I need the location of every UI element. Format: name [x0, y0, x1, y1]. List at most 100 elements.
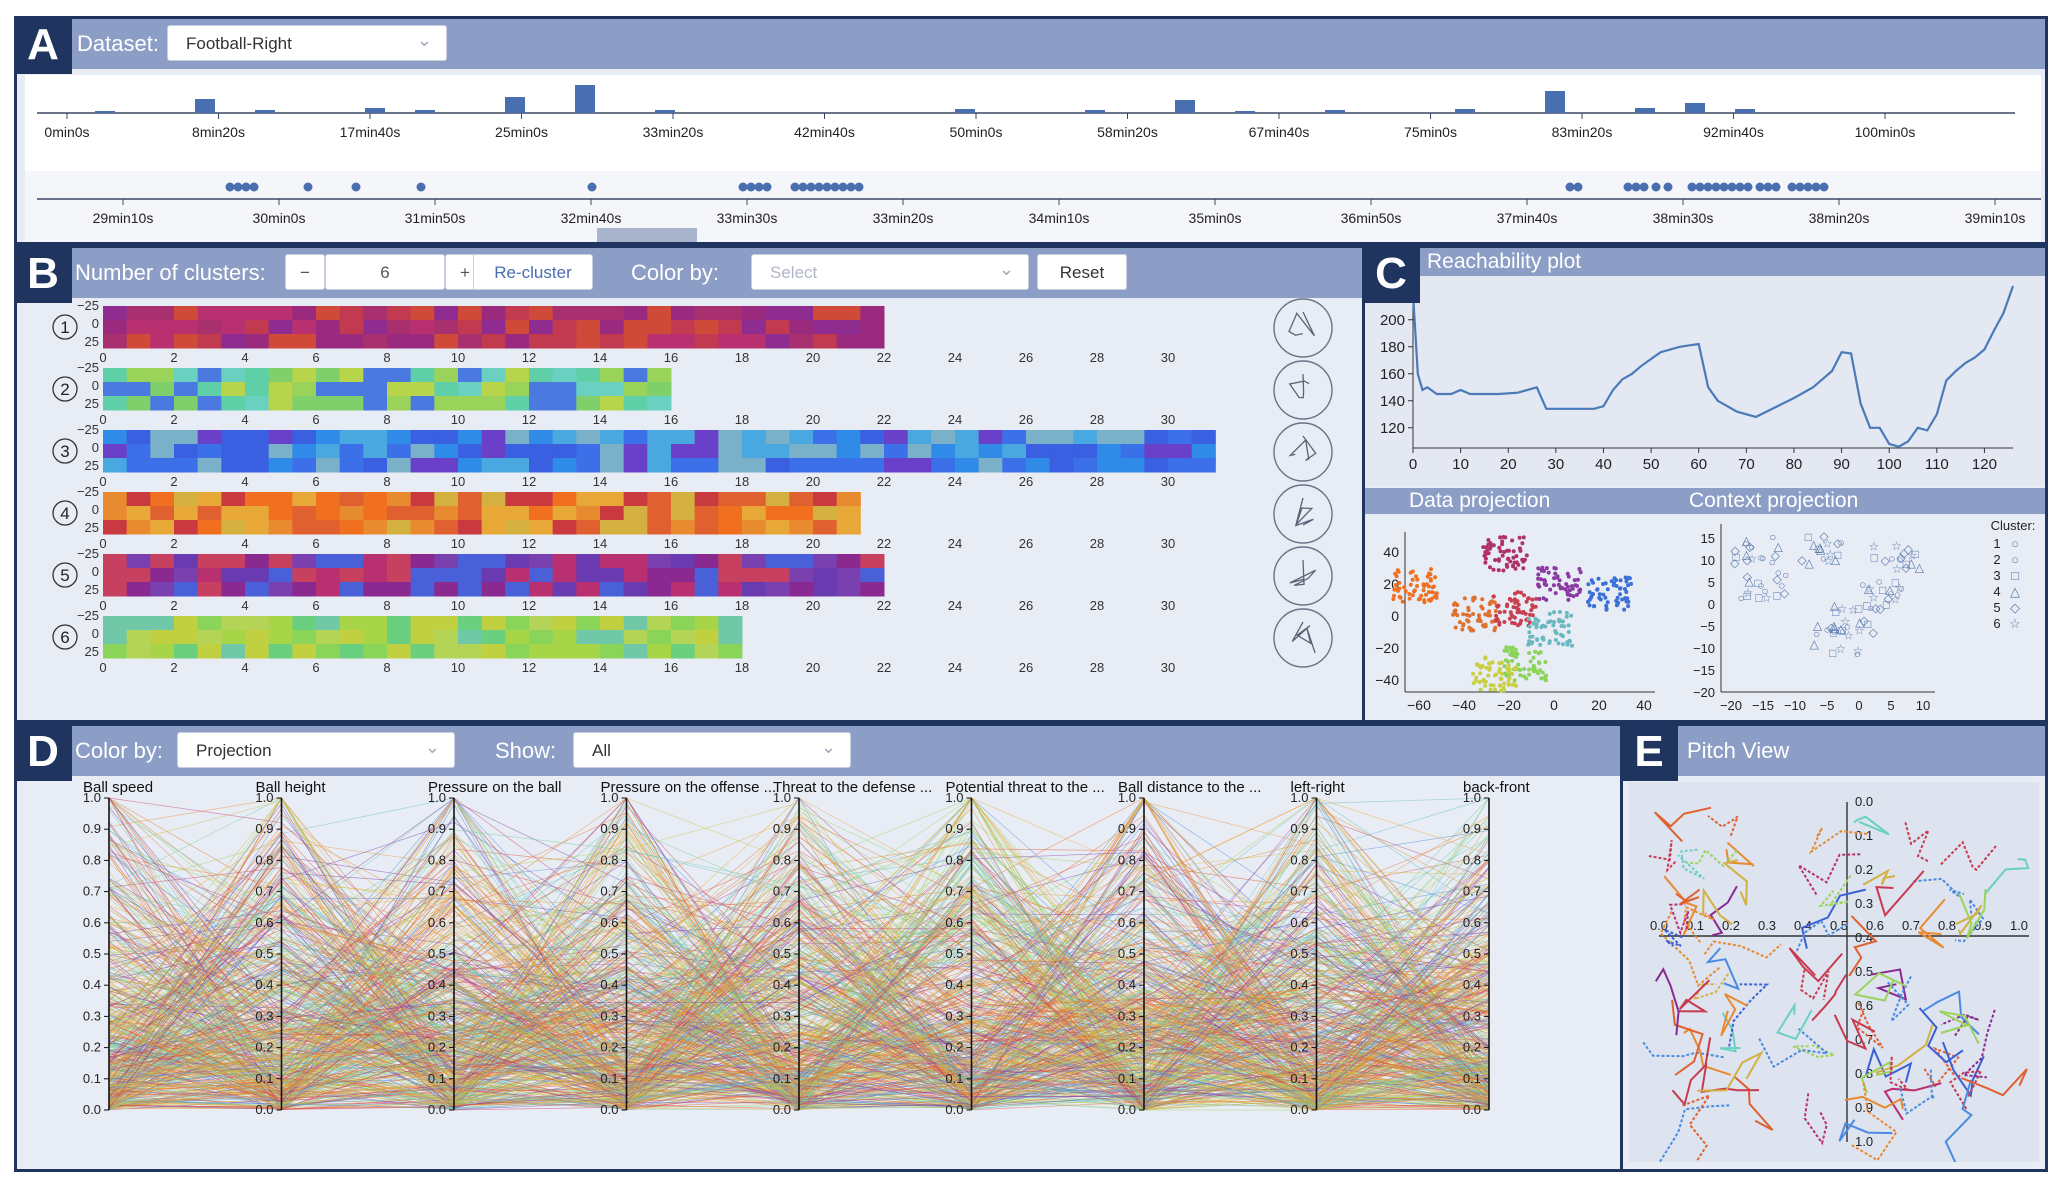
- pc-colorby-select[interactable]: Projection ⌄: [177, 732, 455, 768]
- overview-bar: [1545, 91, 1565, 113]
- heatmap-cell: [718, 568, 743, 583]
- heatmap-cell: [529, 458, 554, 473]
- dataproj-point: [1453, 625, 1458, 630]
- ctxproj-point: ○: [1737, 591, 1744, 605]
- cluster-colorby-select[interactable]: Select ⌄: [751, 254, 1029, 290]
- dataproj-point: [1536, 566, 1541, 571]
- dataproj-point: [1612, 581, 1616, 585]
- heatmap-cell: [316, 554, 341, 569]
- pitch-x-tick: 0.7: [1902, 918, 1920, 933]
- pc-tick-label: 0.2: [1118, 1040, 1136, 1055]
- heatmap-cell: [647, 458, 672, 473]
- timeline-scroll-handle[interactable]: [597, 228, 697, 242]
- cluster-x-tick: 6: [312, 474, 319, 489]
- ctxproj-point: ◇: [1884, 591, 1894, 605]
- pc-tick-label: 0.6: [1463, 915, 1481, 930]
- heatmap-cell: [245, 444, 270, 459]
- cluster-glyph-path: [1288, 311, 1315, 337]
- dataproj-point: [1503, 658, 1508, 663]
- detail-tick-label: 29min10s: [93, 210, 154, 226]
- pitch-trajectory: [1949, 1069, 1983, 1110]
- dataset-label: Dataset:: [77, 31, 159, 56]
- heatmap-cell: [955, 458, 980, 473]
- legend-symbol: △: [2010, 584, 2020, 599]
- pitch-view-chart[interactable]: 0.0 0.1 0.2 0.3 0.4 0.5 0.6 0.7 0.8 0.9 1.00.00.10…: [1629, 782, 2039, 1162]
- pitch-y-tick: 0.0: [1855, 794, 1873, 809]
- timeline-detail-chart[interactable]: 29min10s 30min0s 31min50s 32min40s 33min30s 3…: [25, 171, 2041, 243]
- cluster-glyph-path: [1294, 497, 1314, 527]
- pc-tick-label: 0.7: [255, 884, 273, 899]
- dataproj-point: [1548, 587, 1553, 592]
- event-dot: [814, 182, 824, 192]
- pc-show-select[interactable]: All ⌄: [573, 732, 851, 768]
- pitch-trajectory: [1671, 1037, 1712, 1107]
- ctxproj-point: □: [1732, 550, 1739, 564]
- dataproj-point: [1564, 614, 1569, 619]
- dataproj-point: [1453, 608, 1458, 613]
- cluster-y-tick: 0: [92, 378, 99, 393]
- dataproj-point: [1506, 556, 1511, 561]
- event-dot: [806, 182, 816, 192]
- pc-tick-label: 0.1: [945, 1071, 963, 1086]
- heatmap-cell: [150, 554, 175, 569]
- dataproj-point: [1483, 624, 1488, 629]
- heatmap-cell: [931, 430, 956, 445]
- reach-y-tick-label: 140: [1380, 393, 1405, 410]
- event-dot: [854, 182, 864, 192]
- heatmap-cell: [268, 382, 293, 397]
- dataproj-point: [1570, 643, 1574, 648]
- reachability-chart[interactable]: 0102030405060708090100110120220200180160…: [1365, 276, 2045, 488]
- cluster-x-tick: 26: [1019, 660, 1033, 675]
- heatmap-cell: [458, 430, 483, 445]
- pc-tick-label: 0.0: [1290, 1102, 1308, 1117]
- heatmap-cell: [623, 644, 648, 659]
- cluster-x-tick: 6: [312, 350, 319, 365]
- overview-bar: [1685, 103, 1705, 113]
- heatmap-cell: [623, 506, 648, 521]
- heatmap-cell: [529, 306, 554, 321]
- heatmap-cell: [316, 630, 341, 645]
- heatmap-cell: [292, 644, 317, 659]
- heatmap-cell: [387, 616, 412, 631]
- heatmap-cell: [458, 382, 483, 397]
- heatmap-cell: [268, 582, 293, 597]
- dataproj-point: [1527, 667, 1531, 672]
- heatmap-cell: [694, 644, 719, 659]
- dataproj-point: [1519, 618, 1524, 623]
- heatmap-cell: [647, 582, 672, 597]
- heatmap-cell: [221, 368, 246, 383]
- pitch-trajectory: [1728, 983, 1770, 1047]
- pc-tick-label: 0.7: [1290, 884, 1308, 899]
- heatmap-cell: [221, 554, 246, 569]
- dataproj-point: [1493, 558, 1498, 562]
- num-clusters-input[interactable]: 6: [325, 254, 445, 290]
- overview-bar: [655, 110, 675, 113]
- panel-reachability: C Reachability plot 0 10 20 30 40 50 60 70 80 90 1…: [1362, 245, 2048, 723]
- dataproj-point: [1624, 590, 1629, 594]
- recluster-button[interactable]: Re-cluster: [473, 254, 593, 290]
- parallel-coordinates-chart[interactable]: Ball speed1.00.90.80.70.60.50.40.30.20.1…: [17, 776, 1621, 1169]
- heatmap-cell: [221, 458, 246, 473]
- ctxproj-point: ○: [1769, 555, 1776, 569]
- pitch-trajectory: [1886, 974, 1913, 1022]
- decrement-clusters-button[interactable]: −: [285, 254, 325, 290]
- heatmap-cell: [126, 306, 151, 321]
- dataproj-point: [1400, 599, 1405, 604]
- timeline-overview-chart[interactable]: 0min0s 8min20s 17min40s 25min0s 33min20s 42mi…: [25, 75, 2041, 171]
- heatmap-cell: [1002, 458, 1027, 473]
- dataproj-point: [1624, 598, 1629, 603]
- heatmap-cell: [481, 568, 506, 583]
- heatmap-cell: [576, 630, 601, 645]
- reset-button[interactable]: Reset: [1037, 254, 1127, 290]
- heatmap-cell: [789, 306, 814, 321]
- heatmap-cell: [434, 382, 459, 397]
- dataproj-point: [1546, 620, 1551, 625]
- heatmap-cell: [647, 320, 672, 335]
- heatmap-cell: [647, 444, 672, 459]
- dataset-select[interactable]: Football-Right ⌄: [167, 25, 447, 61]
- pc-tick-label: 0.6: [773, 915, 791, 930]
- heatmap-cell: [197, 382, 222, 397]
